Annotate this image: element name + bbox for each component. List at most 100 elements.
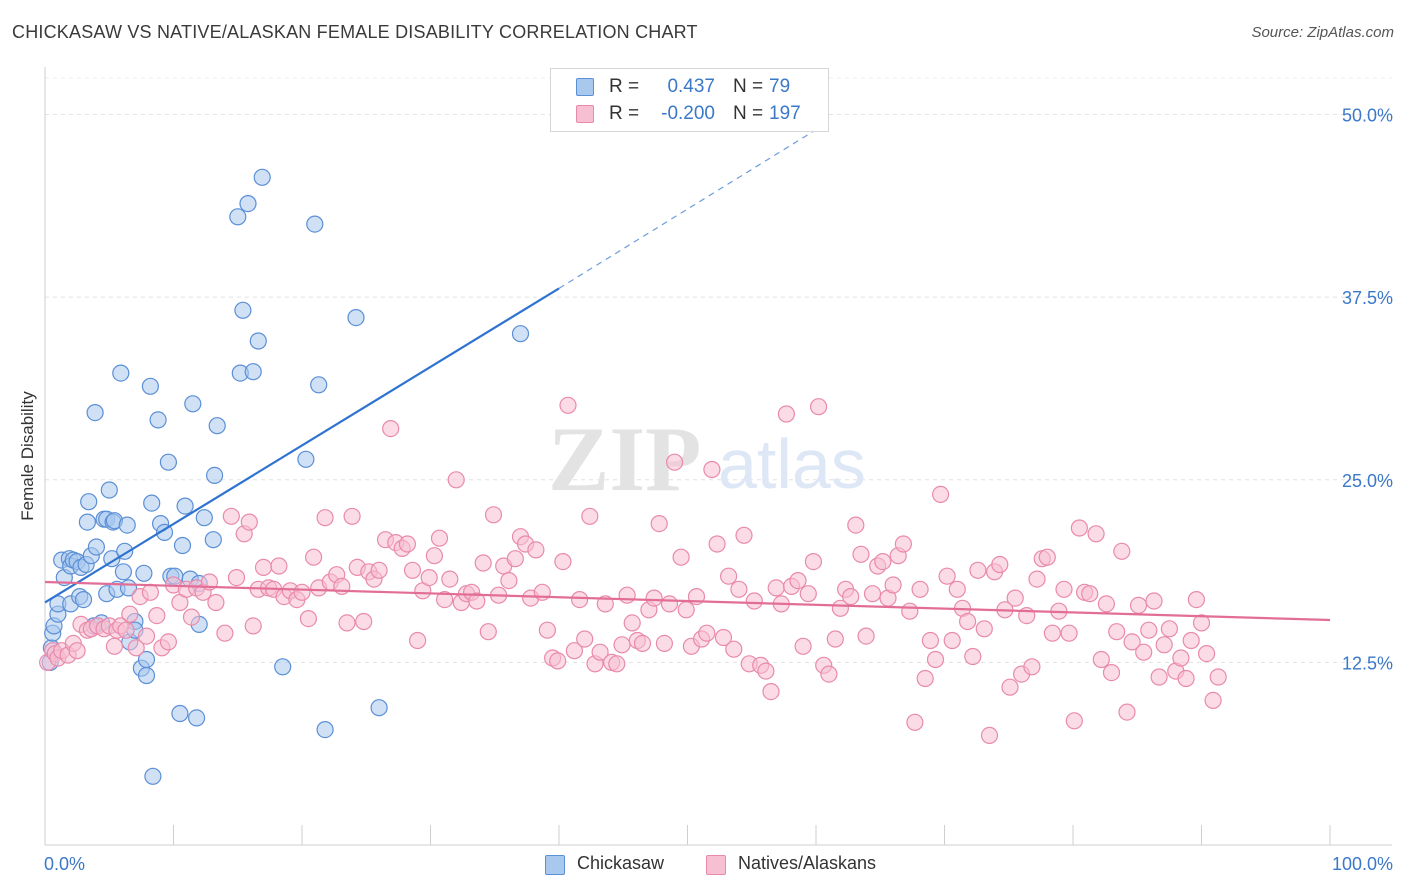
natives-point xyxy=(1102,663,1121,682)
natives-point xyxy=(137,627,156,645)
chickasaw-point xyxy=(135,564,153,582)
watermark: ZIP atlas xyxy=(548,408,866,510)
chickasaw-point xyxy=(87,538,106,556)
chickasaw-point xyxy=(118,516,136,534)
natives-point xyxy=(549,652,567,670)
y-tick-label: 50.0% xyxy=(1342,106,1393,126)
natives-point xyxy=(1187,590,1206,609)
natives-point xyxy=(665,453,684,471)
natives-point xyxy=(1043,624,1062,642)
natives-point xyxy=(1197,644,1216,663)
natives-point xyxy=(479,623,497,641)
natives-point xyxy=(708,535,726,553)
natives-point xyxy=(1038,548,1056,566)
natives-point xyxy=(980,726,999,745)
legend-row-natives: R = -0.200 N = 197 xyxy=(551,101,828,127)
natives-point xyxy=(338,614,356,632)
natives-point xyxy=(554,552,572,571)
natives-point xyxy=(1172,649,1190,667)
natives-point xyxy=(852,545,870,563)
natives-point xyxy=(757,662,775,680)
natives-point xyxy=(305,548,323,566)
chickasaw-point xyxy=(137,650,156,669)
natives-point xyxy=(762,682,780,701)
natives-point xyxy=(293,583,311,601)
bottom-legend-swatch-chickasaw xyxy=(545,855,565,875)
natives-point xyxy=(719,567,738,585)
natives-point xyxy=(105,637,124,655)
chickasaw-point xyxy=(149,411,167,429)
source-label: Source: ZipAtlas.com xyxy=(1251,24,1394,41)
natives-point xyxy=(382,420,400,438)
natives-point xyxy=(441,570,459,588)
natives-point xyxy=(894,535,913,553)
natives-point xyxy=(1150,668,1168,686)
natives-point xyxy=(943,631,961,650)
chickasaw-point xyxy=(144,767,162,785)
natives-point xyxy=(565,642,584,660)
chickasaw-point xyxy=(234,301,252,319)
chickasaw-point xyxy=(229,208,247,226)
natives-point xyxy=(581,507,599,525)
natives-point xyxy=(1209,668,1227,686)
natives-point xyxy=(182,608,201,626)
natives-point xyxy=(1135,643,1153,661)
natives-point xyxy=(1145,592,1163,610)
natives-point xyxy=(420,568,438,587)
natives-point xyxy=(672,548,690,566)
natives-point xyxy=(1192,614,1211,632)
chickasaw-point xyxy=(274,658,292,676)
natives-point xyxy=(1092,650,1110,669)
chickasaw-trend-line xyxy=(44,287,560,604)
natives-point xyxy=(141,583,159,601)
y-tick-label: 25.0% xyxy=(1342,471,1393,491)
natives-point xyxy=(847,516,865,534)
natives-point xyxy=(207,593,225,612)
natives-point xyxy=(874,552,892,571)
natives-point xyxy=(623,614,641,632)
natives-point xyxy=(991,555,1009,574)
natives-point xyxy=(735,526,753,544)
chickasaw-point xyxy=(195,509,213,527)
legend-r-value-chickasaw: 0.437 xyxy=(667,76,715,97)
legend-row-chickasaw: R = 0.437 N = 79 xyxy=(551,74,828,100)
natives-point xyxy=(777,405,796,423)
natives-point xyxy=(474,554,492,572)
natives-point xyxy=(430,529,449,547)
chickasaw-point xyxy=(370,699,388,717)
natives-point xyxy=(1155,636,1173,654)
natives-point xyxy=(355,612,373,631)
natives-point xyxy=(969,561,987,579)
chickasaw-point xyxy=(208,417,226,435)
natives-point xyxy=(613,636,631,654)
chickasaw-point xyxy=(188,709,206,727)
chickasaw-point xyxy=(239,195,257,213)
chickasaw-point xyxy=(249,332,267,350)
natives-point xyxy=(789,571,807,590)
natives-point xyxy=(506,550,524,568)
natives-point xyxy=(343,507,361,525)
natives-point xyxy=(117,621,135,639)
legend-swatch-chickasaw xyxy=(576,78,594,96)
natives-point xyxy=(975,620,993,638)
chickasaw-point xyxy=(100,481,118,499)
chickasaw-point xyxy=(310,376,328,394)
natives-point xyxy=(468,592,486,610)
y-tick-label: 12.5% xyxy=(1342,653,1393,673)
legend-n-label: N = xyxy=(733,76,764,97)
natives-point xyxy=(857,627,875,645)
natives-point xyxy=(698,624,716,642)
natives-point xyxy=(958,612,977,631)
natives-point xyxy=(425,547,443,565)
natives-point xyxy=(500,571,518,590)
natives-point xyxy=(884,576,902,594)
natives-point xyxy=(222,507,240,525)
y-axis-label: Female Disability xyxy=(18,391,37,521)
natives-point xyxy=(1087,525,1105,543)
natives-point xyxy=(826,630,844,648)
natives-point xyxy=(926,650,945,669)
natives-point xyxy=(1070,519,1089,537)
natives-point xyxy=(559,396,577,414)
natives-point xyxy=(227,568,246,587)
